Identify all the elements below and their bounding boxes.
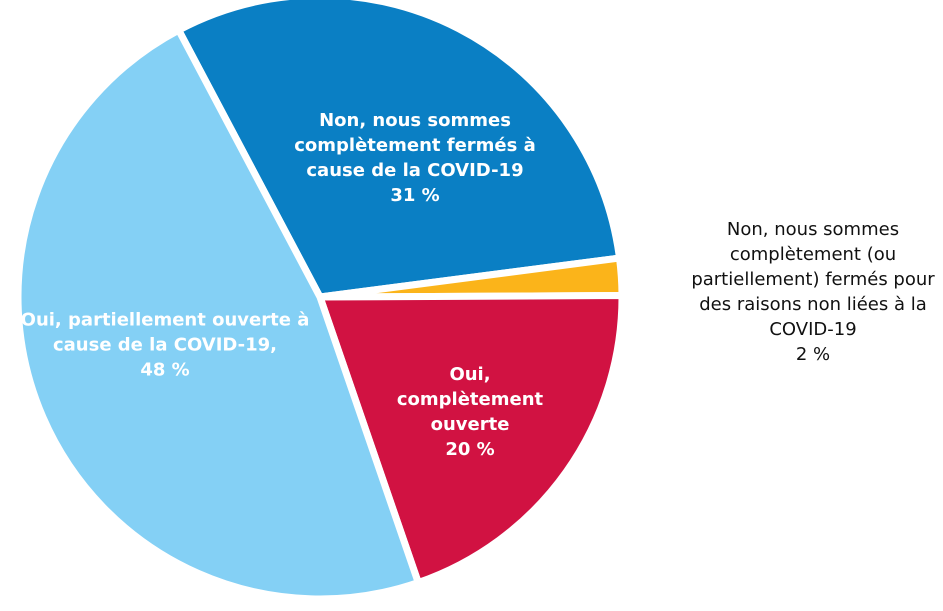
value-label: 31 % <box>390 185 440 206</box>
slice-label: Non, nous sommes complètement (ou partie… <box>678 217 943 367</box>
category-label: Non, nous sommes complètement (ou partie… <box>691 219 935 340</box>
category-label: Non, nous sommes complètement fermés à c… <box>294 110 536 181</box>
category-label: Oui, complètement ouverte <box>396 364 544 435</box>
value-label: 20 % <box>445 439 495 460</box>
value-label: 2 % <box>795 344 831 365</box>
slice-label: Oui, complètement ouverte 20 % <box>390 362 550 462</box>
pie-slice <box>175 0 623 301</box>
slice-label: Oui, partiellement ouverte à cause de la… <box>20 308 310 383</box>
category-label: Oui, partiellement ouverte à cause de la… <box>20 309 310 356</box>
value-label: 48 % <box>140 359 190 381</box>
pie-slice <box>14 26 422 603</box>
slice-label: Non, nous sommes complètement fermés à c… <box>290 108 540 208</box>
